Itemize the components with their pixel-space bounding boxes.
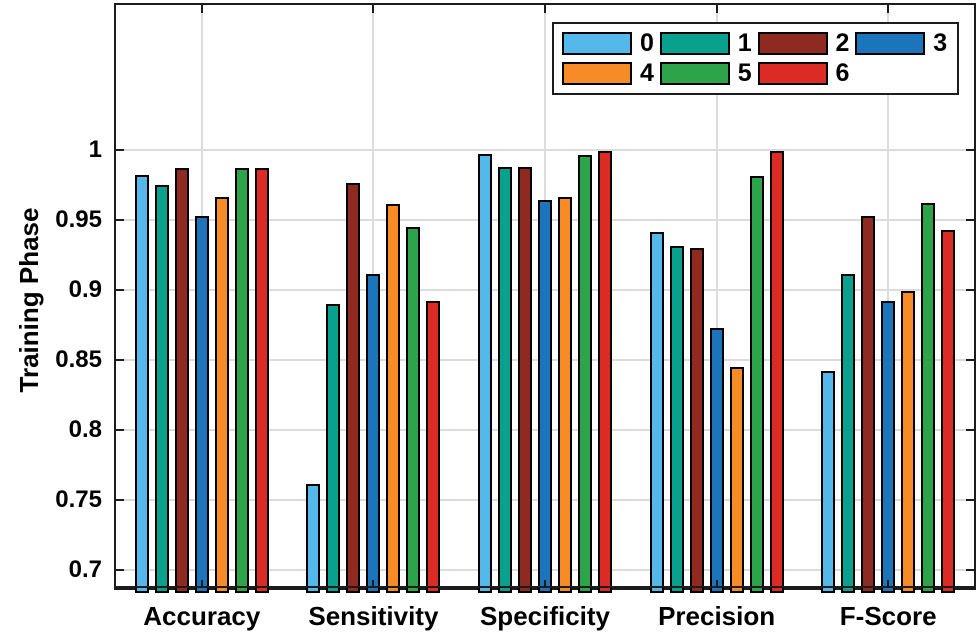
bar-specificity-series-1 — [498, 166, 512, 593]
y-tick-right — [966, 358, 974, 361]
y-tick-label: 1 — [88, 135, 102, 163]
bar-specificity-series-2 — [518, 166, 532, 593]
bar-sensitivity-series-2 — [346, 183, 361, 593]
y-tick-right — [966, 568, 974, 571]
legend-swatch-icon — [757, 61, 828, 85]
bar-f-score-series-1 — [841, 274, 856, 593]
bar-specificity-series-6 — [598, 151, 612, 593]
legend-item-1: 1 — [659, 29, 754, 58]
y-tick-right — [966, 428, 974, 431]
bar-accuracy-series-0 — [134, 175, 149, 593]
x-tick-bottom — [544, 580, 546, 588]
bar-precision-series-4 — [729, 366, 744, 593]
bar-precision-series-3 — [709, 327, 724, 593]
y-tick-left — [116, 498, 124, 501]
bar-f-score-series-6 — [941, 229, 956, 593]
legend-item-3: 3 — [855, 31, 949, 56]
bar-f-score-series-0 — [821, 371, 836, 593]
legend-swatch-icon — [562, 61, 632, 85]
y-tick-right — [966, 148, 974, 151]
x-tick-bottom — [887, 580, 890, 588]
x-tick-top — [200, 5, 203, 13]
y-tick-left — [116, 568, 124, 571]
bar-precision-series-1 — [669, 246, 684, 593]
x-category-label: Accuracy — [143, 601, 261, 631]
legend-item-4: 4 — [562, 58, 656, 87]
bar-precision-series-0 — [649, 232, 664, 593]
bar-precision-series-5 — [749, 176, 764, 593]
bar-accuracy-series-6 — [254, 168, 269, 593]
legend-label: 5 — [737, 58, 752, 87]
y-tick-label: 0.9 — [68, 275, 102, 303]
bar-sensitivity-series-4 — [386, 204, 401, 593]
chart-legend: 0 1 2 3 4 5 6 — [552, 22, 959, 95]
legend-swatch-icon — [659, 61, 730, 85]
x-category-label: F-Score — [839, 601, 937, 631]
bar-accuracy-series-1 — [154, 184, 169, 593]
x-category-label: Precision — [658, 601, 776, 631]
legend-swatch-icon — [659, 32, 730, 56]
y-tick-left — [116, 218, 124, 221]
y-tick-label: 0.85 — [55, 345, 102, 373]
y-tick-right — [966, 498, 974, 501]
bar-accuracy-series-4 — [214, 197, 229, 593]
bar-specificity-series-0 — [478, 154, 492, 593]
y-tick-label: 0.95 — [55, 205, 102, 233]
legend-swatch-icon — [855, 32, 926, 56]
legend-label: 1 — [737, 29, 752, 58]
legend-item-2: 2 — [757, 29, 852, 58]
bar-accuracy-series-3 — [194, 215, 209, 593]
y-tick-left — [116, 428, 124, 431]
bar-f-score-series-4 — [901, 291, 916, 593]
vertical-gridline — [887, 5, 890, 588]
bar-sensitivity-series-5 — [406, 226, 421, 593]
x-tick-top — [372, 5, 375, 13]
y-tick-left — [116, 148, 124, 151]
bar-precision-series-6 — [769, 151, 784, 593]
legend-item-6: 6 — [757, 58, 852, 87]
x-category-label: Specificity — [479, 601, 611, 631]
x-category-label: Sensitivity — [308, 601, 439, 631]
y-tick-label: 0.7 — [68, 555, 102, 583]
legend-label: 0 — [640, 29, 654, 58]
y-tick-label: 0.75 — [55, 485, 102, 513]
y-tick-right — [966, 218, 974, 221]
plot-area — [114, 3, 976, 593]
bar-specificity-series-3 — [538, 200, 552, 593]
bar-sensitivity-series-1 — [326, 303, 341, 593]
x-tick-top — [887, 5, 890, 13]
bar-accuracy-series-2 — [174, 168, 189, 593]
bar-f-score-series-2 — [861, 215, 876, 593]
legend-label: 4 — [640, 58, 654, 87]
y-tick-label: 0.8 — [68, 415, 102, 443]
legend-item-0: 0 — [562, 31, 656, 56]
legend-swatch-icon — [757, 32, 828, 56]
bar-specificity-series-4 — [558, 197, 572, 593]
bar-accuracy-series-5 — [234, 168, 249, 593]
y-tick-left — [116, 288, 124, 291]
bar-sensitivity-series-3 — [366, 274, 381, 593]
bar-precision-series-2 — [689, 247, 704, 593]
legend-swatch-icon — [562, 32, 632, 56]
legend-item-5: 5 — [659, 58, 754, 87]
x-tick-bottom — [200, 580, 203, 588]
plot-inner — [116, 5, 974, 593]
y-tick-left — [116, 358, 124, 361]
legend-label: 3 — [933, 29, 948, 58]
bar-specificity-series-5 — [578, 155, 592, 593]
legend-label: 2 — [835, 29, 850, 58]
legend-label: 6 — [835, 58, 850, 87]
bar-sensitivity-series-6 — [426, 301, 441, 593]
x-tick-bottom — [715, 580, 718, 588]
bar-f-score-series-3 — [881, 301, 896, 593]
vertical-gridline — [715, 5, 718, 588]
x-tick-top — [715, 5, 718, 13]
x-tick-top — [544, 5, 546, 13]
x-tick-bottom — [372, 580, 375, 588]
bar-f-score-series-5 — [921, 203, 936, 593]
y-tick-right — [966, 288, 974, 291]
bar-sensitivity-series-0 — [306, 484, 321, 593]
